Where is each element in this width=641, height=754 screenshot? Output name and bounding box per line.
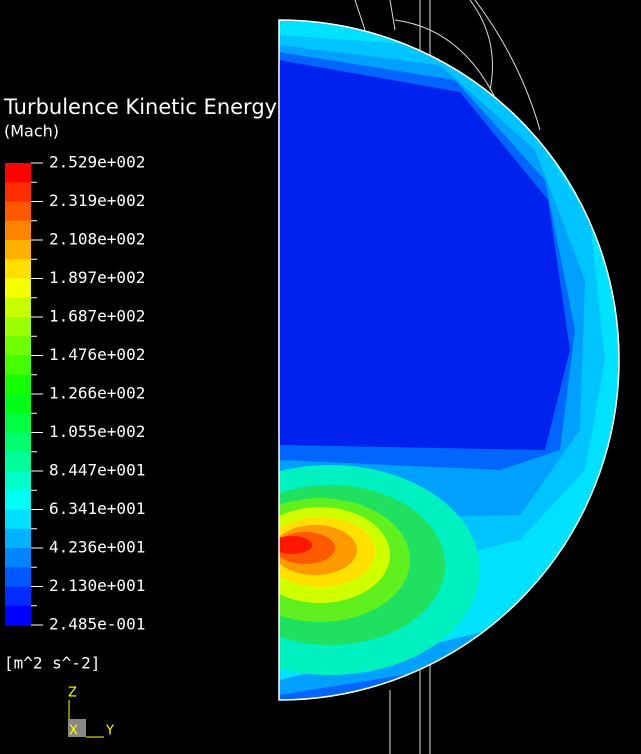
legend-label: 4.236e+001: [49, 538, 145, 557]
legend-label: 2.130e+001: [49, 576, 145, 595]
legend-label: 1.897e+002: [49, 268, 145, 287]
color-band: [5, 201, 31, 222]
legend-label: 1.476e+002: [49, 345, 145, 364]
x-label: X: [69, 724, 78, 739]
domain-outline: [278, 19, 620, 701]
legend-label: 8.447e+001: [49, 461, 145, 480]
axis-triad: Z X Y: [68, 686, 114, 739]
color-band: [5, 471, 31, 491]
color-band: [5, 278, 31, 299]
legend-label: 1.055e+002: [49, 422, 145, 441]
legend-title: Turbulence Kinetic Energy: [3, 95, 277, 119]
legend-label: 1.266e+002: [49, 384, 145, 403]
color-band: [5, 317, 31, 337]
color-band: [5, 355, 31, 376]
legend-label: 6.341e+001: [49, 499, 145, 518]
color-band: [5, 451, 31, 472]
legend-label: 2.529e+002: [49, 153, 145, 172]
color-band: [5, 374, 31, 395]
legend-label: 1.687e+002: [49, 307, 145, 326]
color-band: [5, 528, 31, 549]
color-band: [5, 509, 31, 530]
color-band: [5, 394, 31, 414]
legend-label: 2.319e+002: [49, 191, 145, 210]
color-band: [5, 220, 31, 241]
color-band: [5, 182, 31, 202]
color-band: [5, 490, 31, 510]
legend-subtitle: (Mach): [4, 122, 59, 141]
color-band: [5, 259, 31, 279]
color-band: [5, 567, 31, 587]
color-band: [5, 413, 31, 433]
color-band: [5, 432, 31, 453]
color-band: [5, 336, 31, 356]
color-band: [5, 297, 31, 318]
color-band: [5, 240, 31, 260]
y-label: Y: [105, 724, 114, 739]
color-band: [5, 548, 31, 568]
color-band: [5, 163, 31, 183]
legend-label: 2.108e+002: [49, 230, 145, 249]
color-band: [5, 586, 31, 607]
color-band: [5, 605, 31, 626]
legend-units: [m^2 s^-2]: [4, 654, 100, 673]
legend-label: 2.485e-001: [49, 615, 145, 634]
color-bar: 2.529e+002 2.319e+002 2.108e+002 1.897e+002…: [5, 153, 145, 634]
x-axis-box: [68, 719, 86, 737]
z-label: Z: [68, 686, 77, 701]
